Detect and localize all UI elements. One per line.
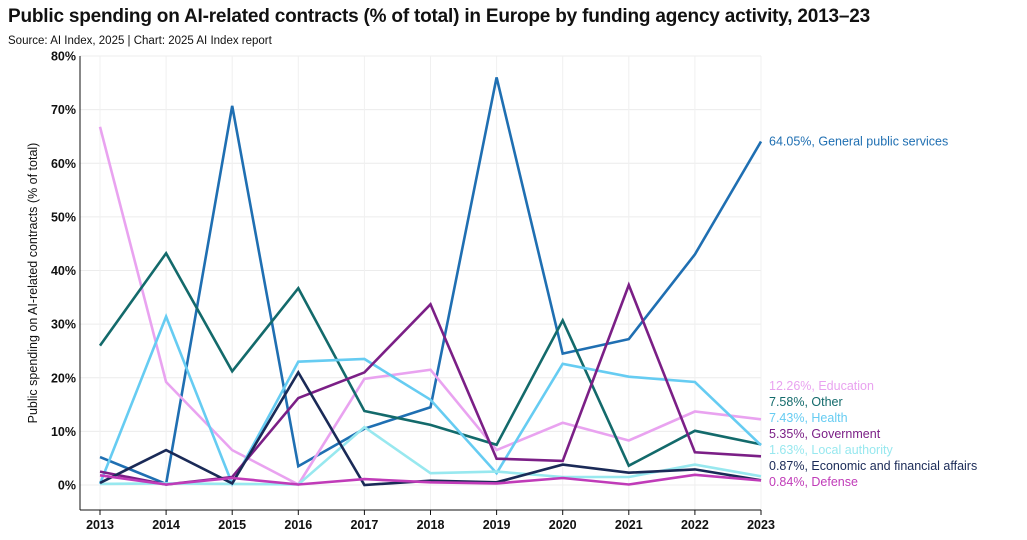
y-tick-label: 0% — [58, 479, 76, 493]
chart-title: Public spending on AI-related contracts … — [8, 6, 870, 27]
chart-source: Source: AI Index, 2025 | Chart: 2025 AI … — [8, 35, 272, 47]
y-tick-label: 80% — [51, 50, 76, 64]
end-label-government: 5.35%, Government — [769, 427, 881, 441]
series-line-defense — [99, 473, 762, 486]
x-tick-label: 2017 — [350, 518, 378, 532]
y-tick-label: 30% — [51, 318, 76, 332]
x-tick-label: 2023 — [747, 518, 775, 532]
series-line-health — [98, 313, 762, 487]
x-tick-label: 2014 — [152, 518, 180, 532]
x-tick-label: 2021 — [615, 518, 643, 532]
end-label-general-public-services: 64.05%, General public services — [769, 135, 948, 149]
x-tick-label: 2015 — [218, 518, 246, 532]
y-axis-label: Public spending on AI-related contracts … — [26, 143, 40, 424]
end-label-education: 12.26%, Education — [769, 379, 874, 393]
end-label-defense: 0.84%, Defense — [769, 475, 858, 489]
y-tick-label: 70% — [51, 103, 76, 117]
y-tick-label: 20% — [51, 371, 76, 385]
x-tick-label: 2020 — [549, 518, 577, 532]
end-label-other: 7.58%, Other — [769, 395, 843, 409]
axes: 0% 10% 20% 30% 40% 50% 60% 70% 80% 2013 2014 2015 20… — [51, 50, 775, 533]
end-label-health: 7.43%, Health — [769, 411, 848, 425]
series-line-general-public-services — [99, 77, 763, 486]
y-tick-label: 40% — [51, 264, 76, 278]
y-tick-label: 10% — [51, 425, 76, 439]
x-tick-label: 2022 — [681, 518, 709, 532]
y-tick-label: 60% — [51, 157, 76, 171]
x-tick-label: 2018 — [417, 518, 445, 532]
end-label-economic-and-financial-affairs: 0.87%, Economic and financial affairs — [769, 459, 977, 473]
x-tick-label: 2016 — [284, 518, 312, 532]
end-label-local-authority: 1.63%, Local authority — [769, 443, 893, 457]
x-tick-label: 2013 — [86, 518, 114, 532]
series-lines — [98, 77, 763, 487]
y-tick-label: 50% — [51, 210, 76, 224]
end-labels: 64.05%, General public services 12.26%, E… — [769, 135, 977, 490]
x-tick-label: 2019 — [483, 518, 511, 532]
series-line-economic-and-financial-affairs — [99, 369, 762, 487]
series-line-other — [98, 250, 762, 468]
